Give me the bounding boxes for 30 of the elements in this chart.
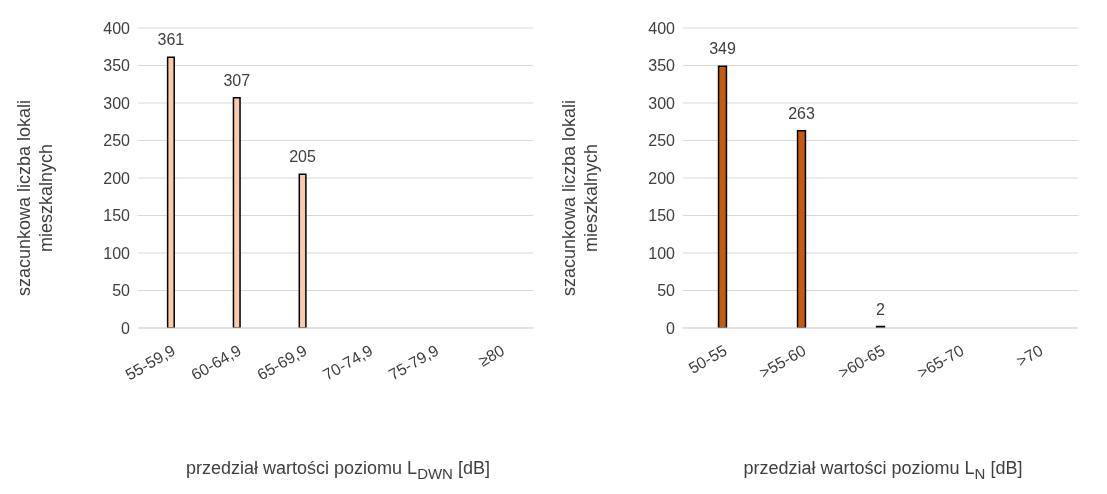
y-tick-label: 100 xyxy=(648,244,676,262)
x-axis-title: przedział wartości poziomu L$_{DWN}$ [dB] xyxy=(185,458,491,482)
y-tick-label: 100 xyxy=(103,244,131,262)
y-tick-label: 350 xyxy=(648,57,676,75)
y-tick-label: 300 xyxy=(103,94,131,112)
data-label: 307 xyxy=(223,71,251,89)
data-label: 349 xyxy=(709,40,736,58)
y-tick-label: 400 xyxy=(648,19,676,37)
data-label: 2 xyxy=(876,300,886,318)
x-tick-label: >70 xyxy=(1013,341,1046,370)
data-label: 205 xyxy=(289,148,317,166)
y-tick-label: 350 xyxy=(103,57,131,75)
x-tick-label: ≥80 xyxy=(475,341,508,370)
y-tick-label: 0 xyxy=(121,319,131,337)
y-tick-label: 200 xyxy=(103,169,131,187)
y-tick-label: 150 xyxy=(103,207,131,225)
y-tick-label: 150 xyxy=(648,207,676,225)
x-axis-title: przedział wartości poziomu L$_{N}$ [dB] xyxy=(742,458,1024,482)
y-tick-label: 400 xyxy=(103,19,131,37)
y-axis-title: szacunkowa liczba lokali mieszkalnych xyxy=(558,98,602,299)
y-tick-label: 300 xyxy=(648,94,676,112)
y-tick-label: 250 xyxy=(103,132,131,150)
y-axis-title: szacunkowa liczba lokali mieszkalnych xyxy=(13,98,57,299)
data-label: 263 xyxy=(788,104,815,122)
y-tick-label: 50 xyxy=(112,282,131,300)
y-tick-label: 250 xyxy=(648,132,676,150)
data-label: 361 xyxy=(157,31,185,49)
y-tick-label: 50 xyxy=(657,282,676,300)
y-tick-label: 200 xyxy=(648,169,676,187)
y-tick-label: 0 xyxy=(666,319,676,337)
